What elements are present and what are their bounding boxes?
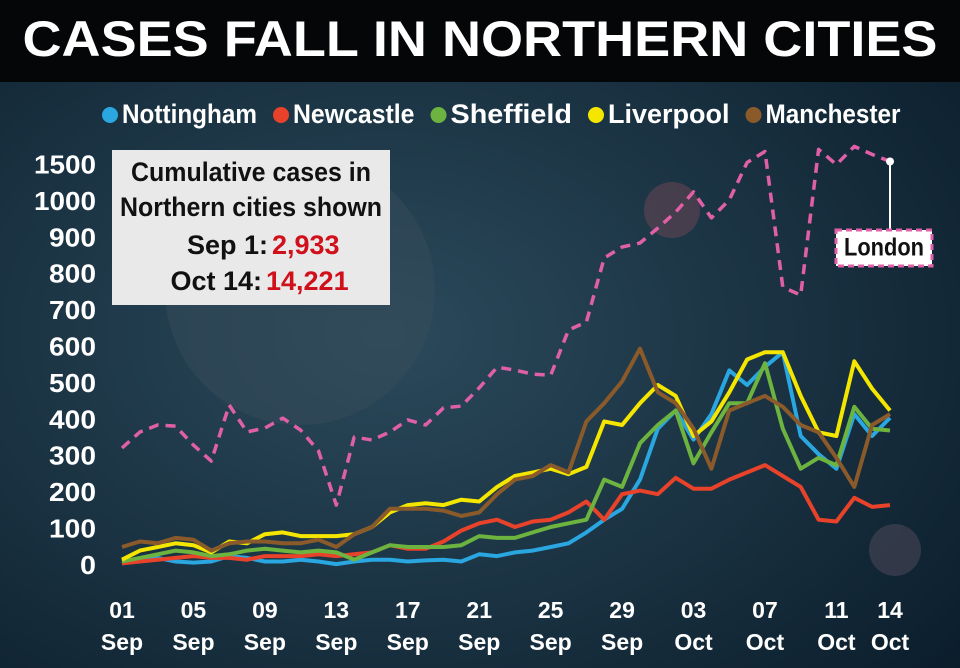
callout-box <box>834 228 934 268</box>
callout-label: London <box>844 234 924 262</box>
y-tick-label: 800 <box>49 259 96 289</box>
x-tick-label: 07 Oct <box>746 597 785 655</box>
y-tick-label: 100 <box>49 513 96 543</box>
y-tick-label: 600 <box>49 331 96 361</box>
chart-title: CASES FALL IN NORTHERN CITIES <box>23 11 938 67</box>
callout-dot <box>886 157 894 166</box>
x-tick-label: 05 Sep <box>172 597 214 655</box>
x-tick-label: 21 Sep <box>458 597 500 655</box>
x-tick-label: 03 Oct <box>674 597 713 655</box>
virus-illustration <box>644 182 700 238</box>
y-tick-label: 400 <box>49 404 96 434</box>
line <box>121 463 891 566</box>
legend-marker <box>273 107 289 123</box>
x-tick-label: 29 Sep <box>601 597 643 655</box>
annotation-total: 2,933 <box>272 230 340 260</box>
annotation-date: Sep 1: <box>187 230 268 260</box>
y-tick-label: 300 <box>49 441 96 471</box>
y-tick-label: 500 <box>49 368 96 398</box>
annotation-box: Cumulative cases in Northern cities show… <box>112 150 390 305</box>
annotation-text: Northern cities shown <box>120 192 382 222</box>
legend-marker <box>102 107 118 123</box>
x-tick-label: 25 Sep <box>530 597 572 655</box>
legend-label: Sheffield <box>451 99 573 129</box>
x-tick-label: 17 Sep <box>387 597 429 655</box>
plot-area: 0 100 200 300 400 500 600 700 800 900 1000 1500 01 Se… <box>34 144 934 655</box>
y-tick-label: 200 <box>49 477 96 507</box>
annotation-text: Cumulative cases in <box>131 157 371 187</box>
legend-marker <box>588 107 604 123</box>
legend-marker <box>430 107 447 123</box>
y-tick-label: 700 <box>49 295 96 325</box>
legend-label: Liverpool <box>608 99 730 129</box>
x-tick-label: 09 Sep <box>244 597 286 655</box>
virus-illustration <box>869 524 921 576</box>
x-tick-label: 13 Sep <box>315 597 357 655</box>
y-tick-label: 900 <box>49 222 96 252</box>
title-bar <box>0 0 960 82</box>
line <box>121 346 892 553</box>
line <box>120 144 891 507</box>
y-tick-label: 1000 <box>34 186 96 216</box>
annotation-total: 14,221 <box>266 266 349 296</box>
x-tick-label: 14 Oct <box>871 597 910 655</box>
legend-label: Manchester <box>766 99 901 129</box>
legend-label: Newcastle <box>293 99 415 129</box>
x-tick-label: 11 Oct <box>817 597 856 655</box>
legend: Nottingham Newcastle Sheffield Liverpool Man… <box>102 99 901 129</box>
annotation-background <box>112 150 390 305</box>
y-tick-label: 0 <box>80 550 96 580</box>
line <box>121 361 891 564</box>
legend-marker <box>745 107 762 123</box>
y-tick-label: 1500 <box>34 149 96 179</box>
x-tick-label: 01 Sep <box>101 597 143 655</box>
legend-label: Nottingham <box>122 99 257 129</box>
annotation-date: Oct 14: <box>170 266 262 296</box>
